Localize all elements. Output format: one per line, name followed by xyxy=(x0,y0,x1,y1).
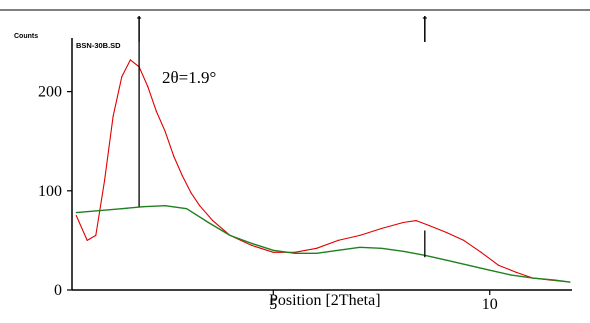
background-data-point xyxy=(569,281,571,283)
background-data-point xyxy=(510,274,512,276)
measured-data-point xyxy=(480,251,482,253)
measured-data-point xyxy=(129,59,131,61)
background-data-point xyxy=(75,212,77,214)
measured-series-line xyxy=(75,59,570,283)
measured-data-point xyxy=(173,155,175,157)
sample-name-label: BSN-30B.SD xyxy=(76,41,121,50)
x-tick-label: 10 xyxy=(482,296,498,313)
measured-data-point xyxy=(415,220,417,222)
y-axis-label: Counts xyxy=(14,33,38,40)
measured-data-point xyxy=(86,239,88,241)
background-data-point xyxy=(251,242,253,244)
measured-data-point xyxy=(428,224,430,227)
measured-data-point xyxy=(402,221,404,224)
measured-data-point xyxy=(155,110,157,112)
measured-data-point xyxy=(181,175,183,177)
measured-data-point xyxy=(75,215,77,217)
background-data-point xyxy=(142,206,144,208)
x-axis-label: Position [2Theta] xyxy=(269,292,381,309)
y-tick-label: 100 xyxy=(38,183,62,200)
y-tick-label: 200 xyxy=(38,84,62,101)
background-data-point xyxy=(272,249,274,251)
background-data-point xyxy=(99,210,101,212)
measured-data-point xyxy=(445,231,448,234)
background-data-point xyxy=(164,205,166,207)
measured-data-point xyxy=(147,86,149,88)
measured-data-point xyxy=(316,247,318,249)
measured-data-point xyxy=(337,239,339,241)
background-data-point xyxy=(186,208,188,210)
measured-data-point xyxy=(251,244,253,246)
background-data-point xyxy=(316,252,318,254)
measured-data-point xyxy=(199,205,201,207)
peak-annotation: 2θ=1.9° xyxy=(162,68,216,87)
background-data-point xyxy=(532,277,534,279)
measured-data-point xyxy=(212,220,214,222)
measured-data-point xyxy=(95,234,97,236)
background-data-point xyxy=(554,279,556,281)
x-axis-ticks: 5 10 xyxy=(269,290,498,313)
background-data-point xyxy=(337,249,339,251)
background-data-point xyxy=(359,246,361,248)
series-layer xyxy=(75,59,571,283)
measured-data-point xyxy=(497,264,499,266)
background-data-point xyxy=(121,208,123,210)
measured-data-point xyxy=(103,180,106,182)
measured-data-point xyxy=(463,239,465,241)
measured-data-point xyxy=(272,251,274,253)
background-data-point xyxy=(467,264,469,266)
background-series-line xyxy=(76,204,570,283)
measured-data-point xyxy=(164,130,166,132)
background-data-point xyxy=(445,259,448,261)
background-data-point xyxy=(402,250,404,252)
y-tick-label: 0 xyxy=(54,282,62,299)
peak-marker-layer xyxy=(137,16,427,258)
background-data-point xyxy=(489,269,491,271)
measured-data-point xyxy=(380,227,383,230)
background-data-point xyxy=(380,247,383,249)
measured-data-point xyxy=(359,234,361,236)
measured-data-point xyxy=(121,76,123,78)
background-data-point xyxy=(207,221,209,224)
y-axis-ticks: 0 100 200 xyxy=(38,84,72,299)
x-tick-label: 5 xyxy=(269,296,277,313)
background-data-point xyxy=(229,234,231,236)
background-data-point xyxy=(294,252,296,254)
axis-frame xyxy=(71,38,572,291)
measured-data-point xyxy=(515,271,517,273)
measured-data-point xyxy=(190,192,192,194)
measured-data-point xyxy=(112,115,114,117)
